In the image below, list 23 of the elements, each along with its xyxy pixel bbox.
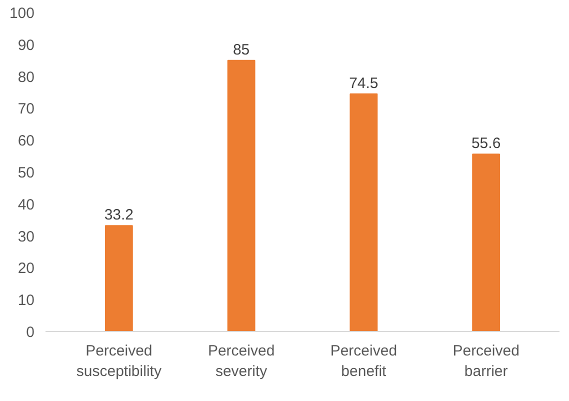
data-label: 33.2 xyxy=(104,206,134,224)
y-tick-label: 10 xyxy=(18,292,35,310)
x-tick-label: Perceived benefit xyxy=(330,342,398,380)
y-tick-label: 80 xyxy=(18,68,35,86)
y-tick-label: 20 xyxy=(18,260,35,278)
y-tick-label: 100 xyxy=(9,5,35,22)
bar xyxy=(227,60,256,332)
bar xyxy=(472,154,500,332)
bar xyxy=(104,225,133,332)
y-tick-label: 40 xyxy=(18,196,35,214)
data-label: 85 xyxy=(232,41,250,58)
y-tick-label: 0 xyxy=(26,324,34,341)
y-tick-label: 70 xyxy=(18,100,35,118)
data-label: 55.6 xyxy=(471,135,501,152)
y-tick-label: 60 xyxy=(18,132,35,150)
x-tick-label: Perceived barrier xyxy=(452,342,520,380)
y-tick-label: 90 xyxy=(18,36,35,54)
x-tick-label: Perceived susceptibility xyxy=(76,342,162,380)
data-label: 74.5 xyxy=(349,74,378,92)
y-tick-label: 30 xyxy=(18,228,35,246)
y-tick-label: 50 xyxy=(18,164,35,182)
bar xyxy=(350,93,378,332)
x-tick-label: Perceived severity xyxy=(208,342,275,380)
